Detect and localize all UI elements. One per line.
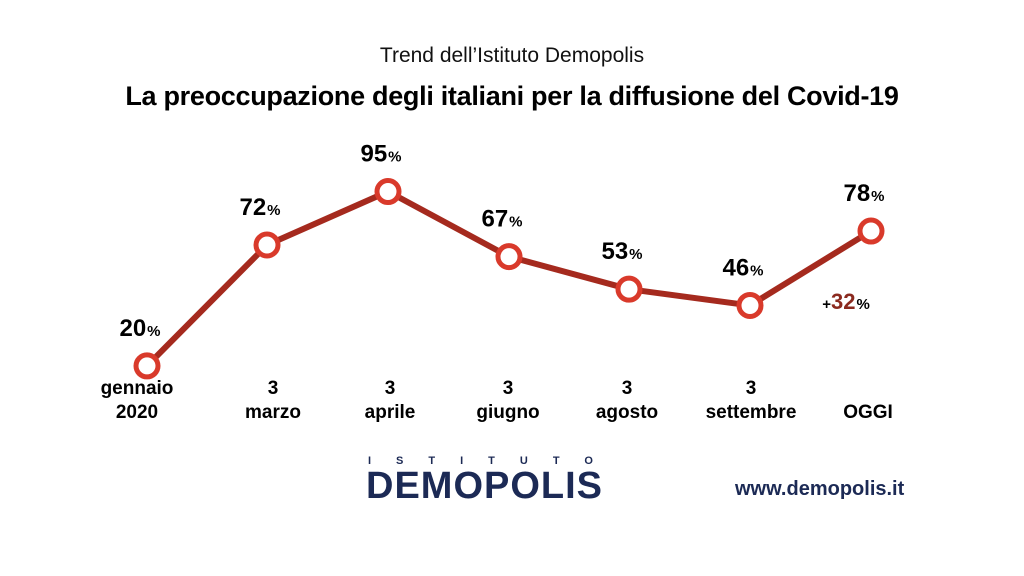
data-label: 67% (481, 206, 522, 233)
data-label: 53% (601, 238, 642, 265)
x-tick-label: 3 aprile (365, 378, 416, 423)
x-tick-label: 3 giugno (476, 378, 539, 423)
data-point (495, 243, 523, 271)
x-tick-label: 3 marzo (245, 378, 301, 423)
chart-subtitle: Trend dell’Istituto Demopolis (379, 44, 645, 67)
logo-istituto-text: ISTITUTO (368, 455, 618, 467)
data-label: 20% (119, 315, 160, 342)
x-tick-label: gennaio 2020 (101, 378, 174, 423)
data-label: 95% (360, 141, 401, 168)
data-point (374, 178, 402, 206)
chart-title: La preoccupazione degli italiani per la … (125, 81, 899, 111)
change-annotation: +32% (822, 289, 870, 314)
data-label: 78% (843, 180, 884, 207)
website-link[interactable]: www.demopolis.it (735, 478, 905, 500)
data-point (133, 352, 161, 380)
x-tick-label: 3 agosto (596, 378, 658, 423)
data-label: 46% (722, 254, 763, 281)
data-point (736, 291, 764, 319)
x-tick-label: OGGI (843, 402, 893, 423)
data-point (253, 231, 281, 259)
demopolis-logo: ISTITUTO DEMOPOLIS (360, 455, 650, 515)
data-label: 72% (239, 194, 280, 221)
data-point (615, 275, 643, 303)
data-point (857, 217, 885, 245)
x-tick-label: 3 settembre (706, 378, 797, 423)
logo-demopolis-text: DEMOPOLIS (366, 465, 604, 507)
